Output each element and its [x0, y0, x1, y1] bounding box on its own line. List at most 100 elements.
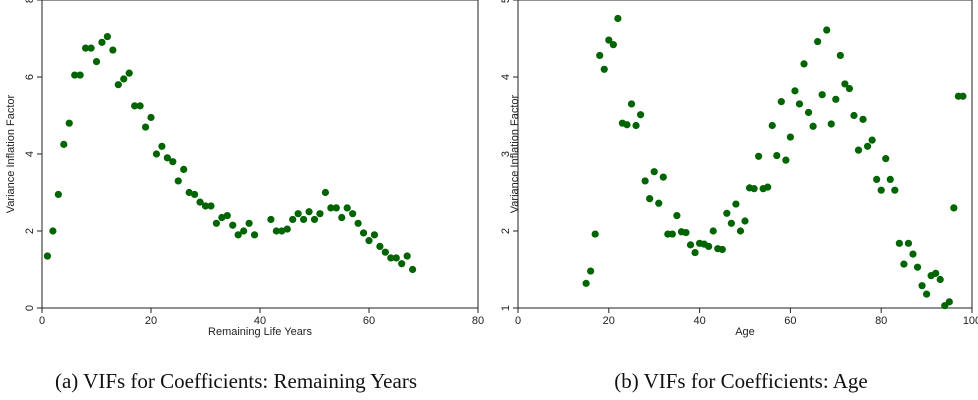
panel-remaining-years: 0 20 40 60 80 0 2 4 6 8 Remaining Life Years Varian…	[5, 0, 484, 393]
data-point	[773, 151, 781, 160]
y-tick-label: 2	[24, 228, 36, 234]
data-point	[623, 121, 631, 129]
y-tick-label: 2	[500, 228, 512, 234]
plot-frame	[41, 0, 479, 309]
x-tick-label: 0	[39, 315, 45, 327]
figure-caption: (b) VIFs for Coefficients: Age	[614, 369, 868, 393]
data-point	[614, 14, 622, 23]
data-point	[945, 298, 953, 306]
data-point	[818, 91, 826, 99]
data-point	[636, 111, 645, 119]
data-point	[376, 242, 384, 250]
data-point	[403, 252, 411, 260]
y-tick-label: 5	[500, 0, 512, 3]
data-point	[832, 95, 840, 103]
data-point	[823, 26, 831, 34]
figure-caption: (a) VIFs for Coefficients: Remaining Yea…	[55, 369, 417, 393]
data-point	[332, 204, 340, 212]
data-point	[959, 92, 967, 100]
data-point	[349, 210, 357, 218]
data-point	[627, 100, 636, 108]
data-point	[191, 190, 199, 199]
data-point	[795, 100, 804, 108]
data-point	[125, 69, 133, 77]
data-point	[43, 252, 52, 260]
data-point	[131, 102, 139, 110]
x-axis-label: Age	[735, 326, 755, 338]
data-point	[682, 228, 690, 237]
data-point	[691, 248, 699, 257]
data-point	[245, 219, 253, 227]
data-point	[646, 195, 654, 203]
data-point	[152, 150, 161, 158]
data-point	[218, 213, 226, 222]
data-point	[904, 239, 913, 247]
data-point	[868, 136, 876, 144]
data-point	[120, 75, 128, 83]
data-point	[92, 58, 101, 66]
x-tick-label: 60	[784, 315, 796, 327]
data-point	[877, 186, 885, 194]
x-tick-label: 40	[254, 315, 266, 327]
data-point	[141, 123, 150, 131]
data-point	[582, 279, 590, 287]
x-tick-label: 100	[963, 315, 978, 327]
data-point	[163, 154, 171, 162]
data-point	[98, 38, 106, 46]
data-point	[741, 217, 749, 225]
data-point	[278, 227, 286, 235]
data-point	[932, 269, 940, 277]
x-tick-label: 60	[363, 315, 375, 327]
data-point	[82, 44, 90, 52]
data-point	[804, 108, 813, 117]
data-point	[174, 177, 182, 185]
y-tick-label: 3	[500, 151, 512, 157]
data-point	[632, 121, 640, 130]
data-point	[185, 188, 193, 197]
data-point	[587, 267, 595, 275]
data-point	[196, 198, 204, 206]
data-point	[365, 237, 373, 245]
y-axis-label: Variance Inflation Factor	[509, 94, 521, 213]
data-point	[895, 239, 903, 247]
data-point	[718, 245, 726, 254]
data-point	[180, 165, 188, 173]
data-point	[845, 84, 854, 93]
data-point	[109, 46, 117, 54]
data-point	[873, 175, 881, 184]
data-point	[201, 202, 210, 210]
x-tick-label: 20	[145, 315, 157, 327]
data-point	[850, 111, 858, 120]
data-point	[600, 65, 608, 73]
y-tick-label: 6	[24, 74, 36, 80]
data-point	[327, 204, 335, 212]
data-point	[609, 41, 617, 49]
data-point	[409, 265, 417, 274]
data-point	[686, 241, 695, 249]
data-point	[54, 190, 62, 199]
data-point	[777, 98, 785, 106]
data-point	[814, 37, 822, 46]
data-point	[398, 260, 406, 268]
data-point	[305, 208, 313, 216]
data-point	[673, 212, 681, 220]
data-point	[863, 142, 872, 150]
data-point	[294, 210, 302, 218]
data-point	[250, 231, 259, 239]
data-point	[950, 204, 958, 212]
data-point	[764, 183, 772, 191]
data-point	[668, 230, 676, 238]
data-point	[76, 71, 84, 79]
data-point	[60, 140, 68, 148]
data-point	[596, 51, 604, 60]
data-point	[272, 227, 280, 235]
data-point	[732, 200, 740, 208]
data-point	[936, 275, 944, 284]
data-point	[229, 221, 237, 229]
data-point	[655, 199, 663, 207]
data-point	[882, 155, 890, 163]
data-point	[267, 215, 275, 224]
data-point	[207, 202, 215, 210]
data-point	[727, 219, 735, 227]
